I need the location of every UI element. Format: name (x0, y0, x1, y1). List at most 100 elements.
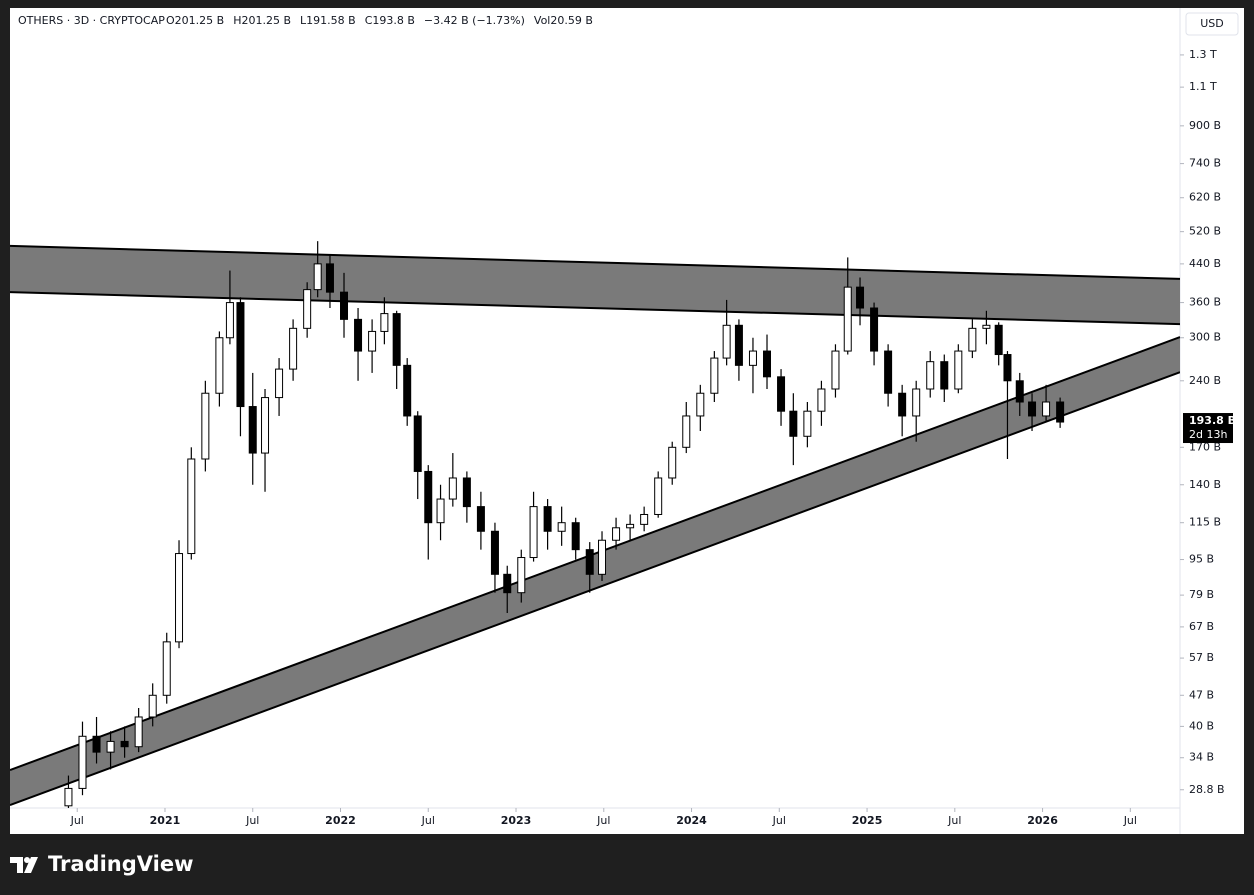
candle-body (175, 553, 184, 643)
y-tick-label: 57 B (1189, 651, 1214, 664)
logo-dot (24, 857, 30, 863)
candle-body (313, 263, 322, 291)
candle-body (448, 477, 457, 500)
candle-body (503, 573, 512, 594)
candle-body (748, 350, 757, 366)
y-tick-label: 47 B (1189, 688, 1214, 701)
candle-body (476, 506, 485, 532)
x-tick-label: 2023 (501, 814, 532, 827)
candle-body (654, 477, 663, 515)
candle-body (303, 289, 312, 329)
x-tick-label: 2021 (150, 814, 181, 827)
legend-item: H201.25 B (233, 14, 291, 27)
candle-body (92, 735, 101, 753)
last-price-box (1183, 413, 1233, 444)
candle-body (201, 392, 210, 460)
candle-body (898, 392, 907, 417)
channel-line (10, 336, 1180, 771)
y-tick-label: 140 B (1189, 478, 1221, 491)
y-tick-label: 1.1 T (1189, 80, 1217, 93)
candle-body (261, 397, 270, 454)
logo (10, 857, 38, 873)
candle-body (403, 364, 412, 417)
candle-body (134, 716, 143, 748)
candle-body (982, 324, 991, 329)
logo-mark-left (10, 857, 23, 873)
y-tick-label: 115 B (1189, 516, 1221, 529)
candle-body (763, 350, 772, 378)
candle-body (682, 415, 691, 448)
candle-body (734, 324, 743, 366)
candle-body (1028, 401, 1037, 417)
x-tick-label: Jul (772, 814, 786, 827)
y-tick-label: 520 B (1189, 225, 1221, 238)
x-tick-label: 2025 (852, 814, 883, 827)
currency-box[interactable] (1185, 12, 1239, 36)
candle-body (668, 446, 677, 479)
candle-body (856, 286, 865, 309)
y-tick-label: 900 B (1189, 119, 1221, 132)
candle-body (817, 388, 826, 412)
candle-body (1056, 401, 1065, 423)
candle-body (462, 477, 471, 508)
y-tick-label: 300 B (1189, 331, 1221, 344)
candle-body (275, 368, 284, 399)
y-tick-label: 740 B (1189, 157, 1221, 170)
candle-body (289, 327, 298, 370)
countdown: 2d 13h (1189, 428, 1227, 441)
channel-line (10, 371, 1180, 807)
candle-body (1042, 401, 1051, 417)
legend-item: Vol20.59 B (534, 14, 593, 27)
candle-body (368, 330, 377, 352)
candle-body (968, 327, 977, 352)
candle-body (325, 263, 334, 293)
candle-body (585, 549, 594, 575)
candle-body (436, 498, 445, 524)
candle-body (120, 740, 129, 748)
x-tick-label: 2026 (1027, 814, 1058, 827)
candle-body (912, 388, 921, 417)
x-tick-label: Jul (1123, 814, 1137, 827)
x-tick-label: Jul (70, 814, 84, 827)
candle-body (543, 506, 552, 532)
candle-body (696, 392, 705, 417)
candle-body (831, 350, 840, 390)
channel-band (10, 337, 1180, 806)
last-price: 193.8 B (1189, 414, 1236, 427)
candle-body (225, 302, 234, 339)
y-tick-label: 28.8 B (1189, 783, 1225, 796)
candle-body (722, 324, 731, 359)
candle-body (529, 506, 538, 559)
candle-body (884, 350, 893, 394)
y-tick-label: 360 B (1189, 296, 1221, 309)
candle-body (187, 458, 196, 555)
candle-body (392, 313, 401, 366)
x-tick-label: Jul (421, 814, 435, 827)
candle-body (78, 735, 87, 789)
candle-body (354, 318, 363, 352)
x-tick-label: Jul (947, 814, 961, 827)
candle-body (626, 523, 635, 529)
candle-body (248, 406, 257, 454)
candle-body (710, 357, 719, 394)
channel-band (10, 245, 1180, 325)
legend-item: C193.8 B (365, 14, 415, 27)
logo-mark-right (24, 857, 38, 873)
legend-item: O201.25 B (166, 14, 224, 27)
candle-body (236, 302, 245, 408)
plot-area (10, 241, 1180, 808)
x-tick-label: Jul (245, 814, 259, 827)
candle-body (1003, 354, 1012, 382)
candle-body (994, 324, 1003, 356)
candle-body (940, 361, 949, 390)
candle-body (340, 291, 349, 320)
symbol: OTHERS · 3D · CRYPTOCAP (18, 14, 165, 27)
x-tick-label: 2022 (325, 814, 356, 827)
ohlc-legend: O201.25 B H201.25 B L191.58 B C193.8 B −3.42… (166, 14, 593, 27)
candle-body (1015, 380, 1024, 403)
y-tick-label: 95 B (1189, 553, 1214, 566)
currency[interactable]: USD (1200, 17, 1224, 30)
y-tick-label: 620 B (1189, 191, 1221, 204)
